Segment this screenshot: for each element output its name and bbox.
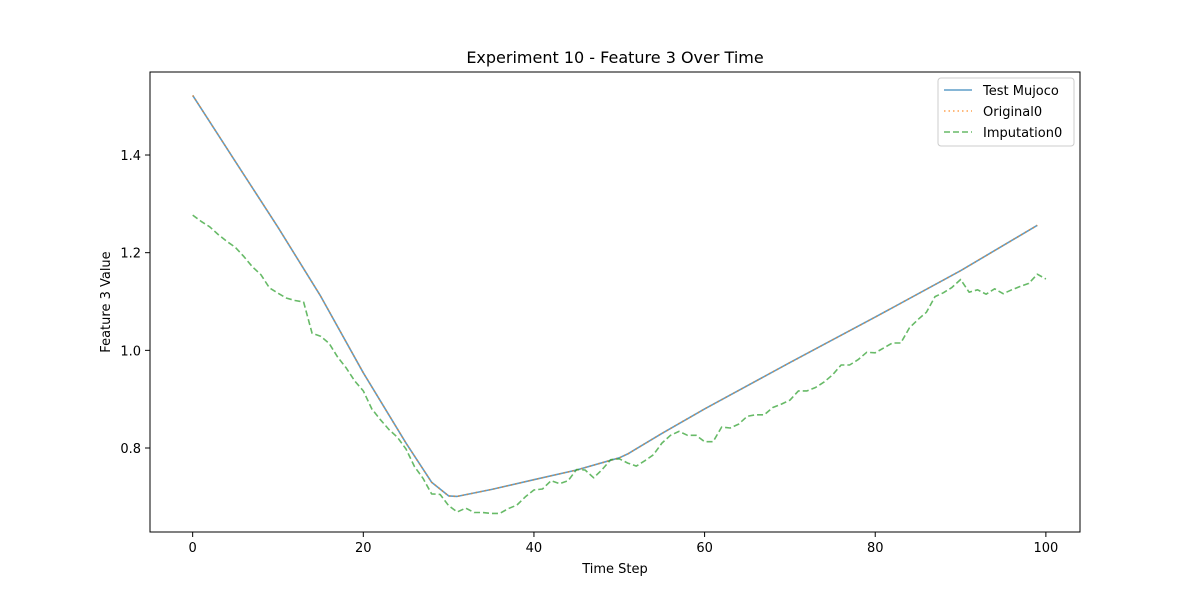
series-line-3 xyxy=(192,214,1047,515)
y-tick-label: 1.2 xyxy=(120,247,141,262)
x-axis-label: Time Step xyxy=(581,562,648,577)
legend-label-1: Test Mujoco xyxy=(982,84,1059,99)
x-tick-label: 100 xyxy=(1033,541,1058,556)
x-tick-label: 60 xyxy=(696,541,713,556)
y-tick-label: 1.4 xyxy=(120,149,141,164)
y-tick-label: 1.0 xyxy=(120,344,141,359)
x-tick-label: 80 xyxy=(867,541,884,556)
plot-frame xyxy=(149,71,1081,533)
x-tick-label: 0 xyxy=(189,541,197,556)
legend-label-2: Original0 xyxy=(983,105,1042,120)
y-axis: 0.8 1.0 1.2 1.4 xyxy=(120,149,150,457)
y-axis-label: Feature 3 Value xyxy=(99,251,114,352)
y-tick-label: 0.8 xyxy=(120,442,141,457)
x-axis: 0 20 40 60 80 100 xyxy=(189,532,1058,556)
chart-title: Experiment 10 - Feature 3 Over Time xyxy=(466,48,763,67)
series-line-2 xyxy=(192,94,1038,498)
x-tick-label: 40 xyxy=(526,541,543,556)
legend-label-3: Imputation0 xyxy=(983,126,1062,141)
x-tick-label: 20 xyxy=(355,541,372,556)
legend: Test Mujoco Original0 Imputation0 xyxy=(937,77,1075,147)
plot-lines xyxy=(192,94,1047,515)
legend-box xyxy=(937,77,1075,147)
